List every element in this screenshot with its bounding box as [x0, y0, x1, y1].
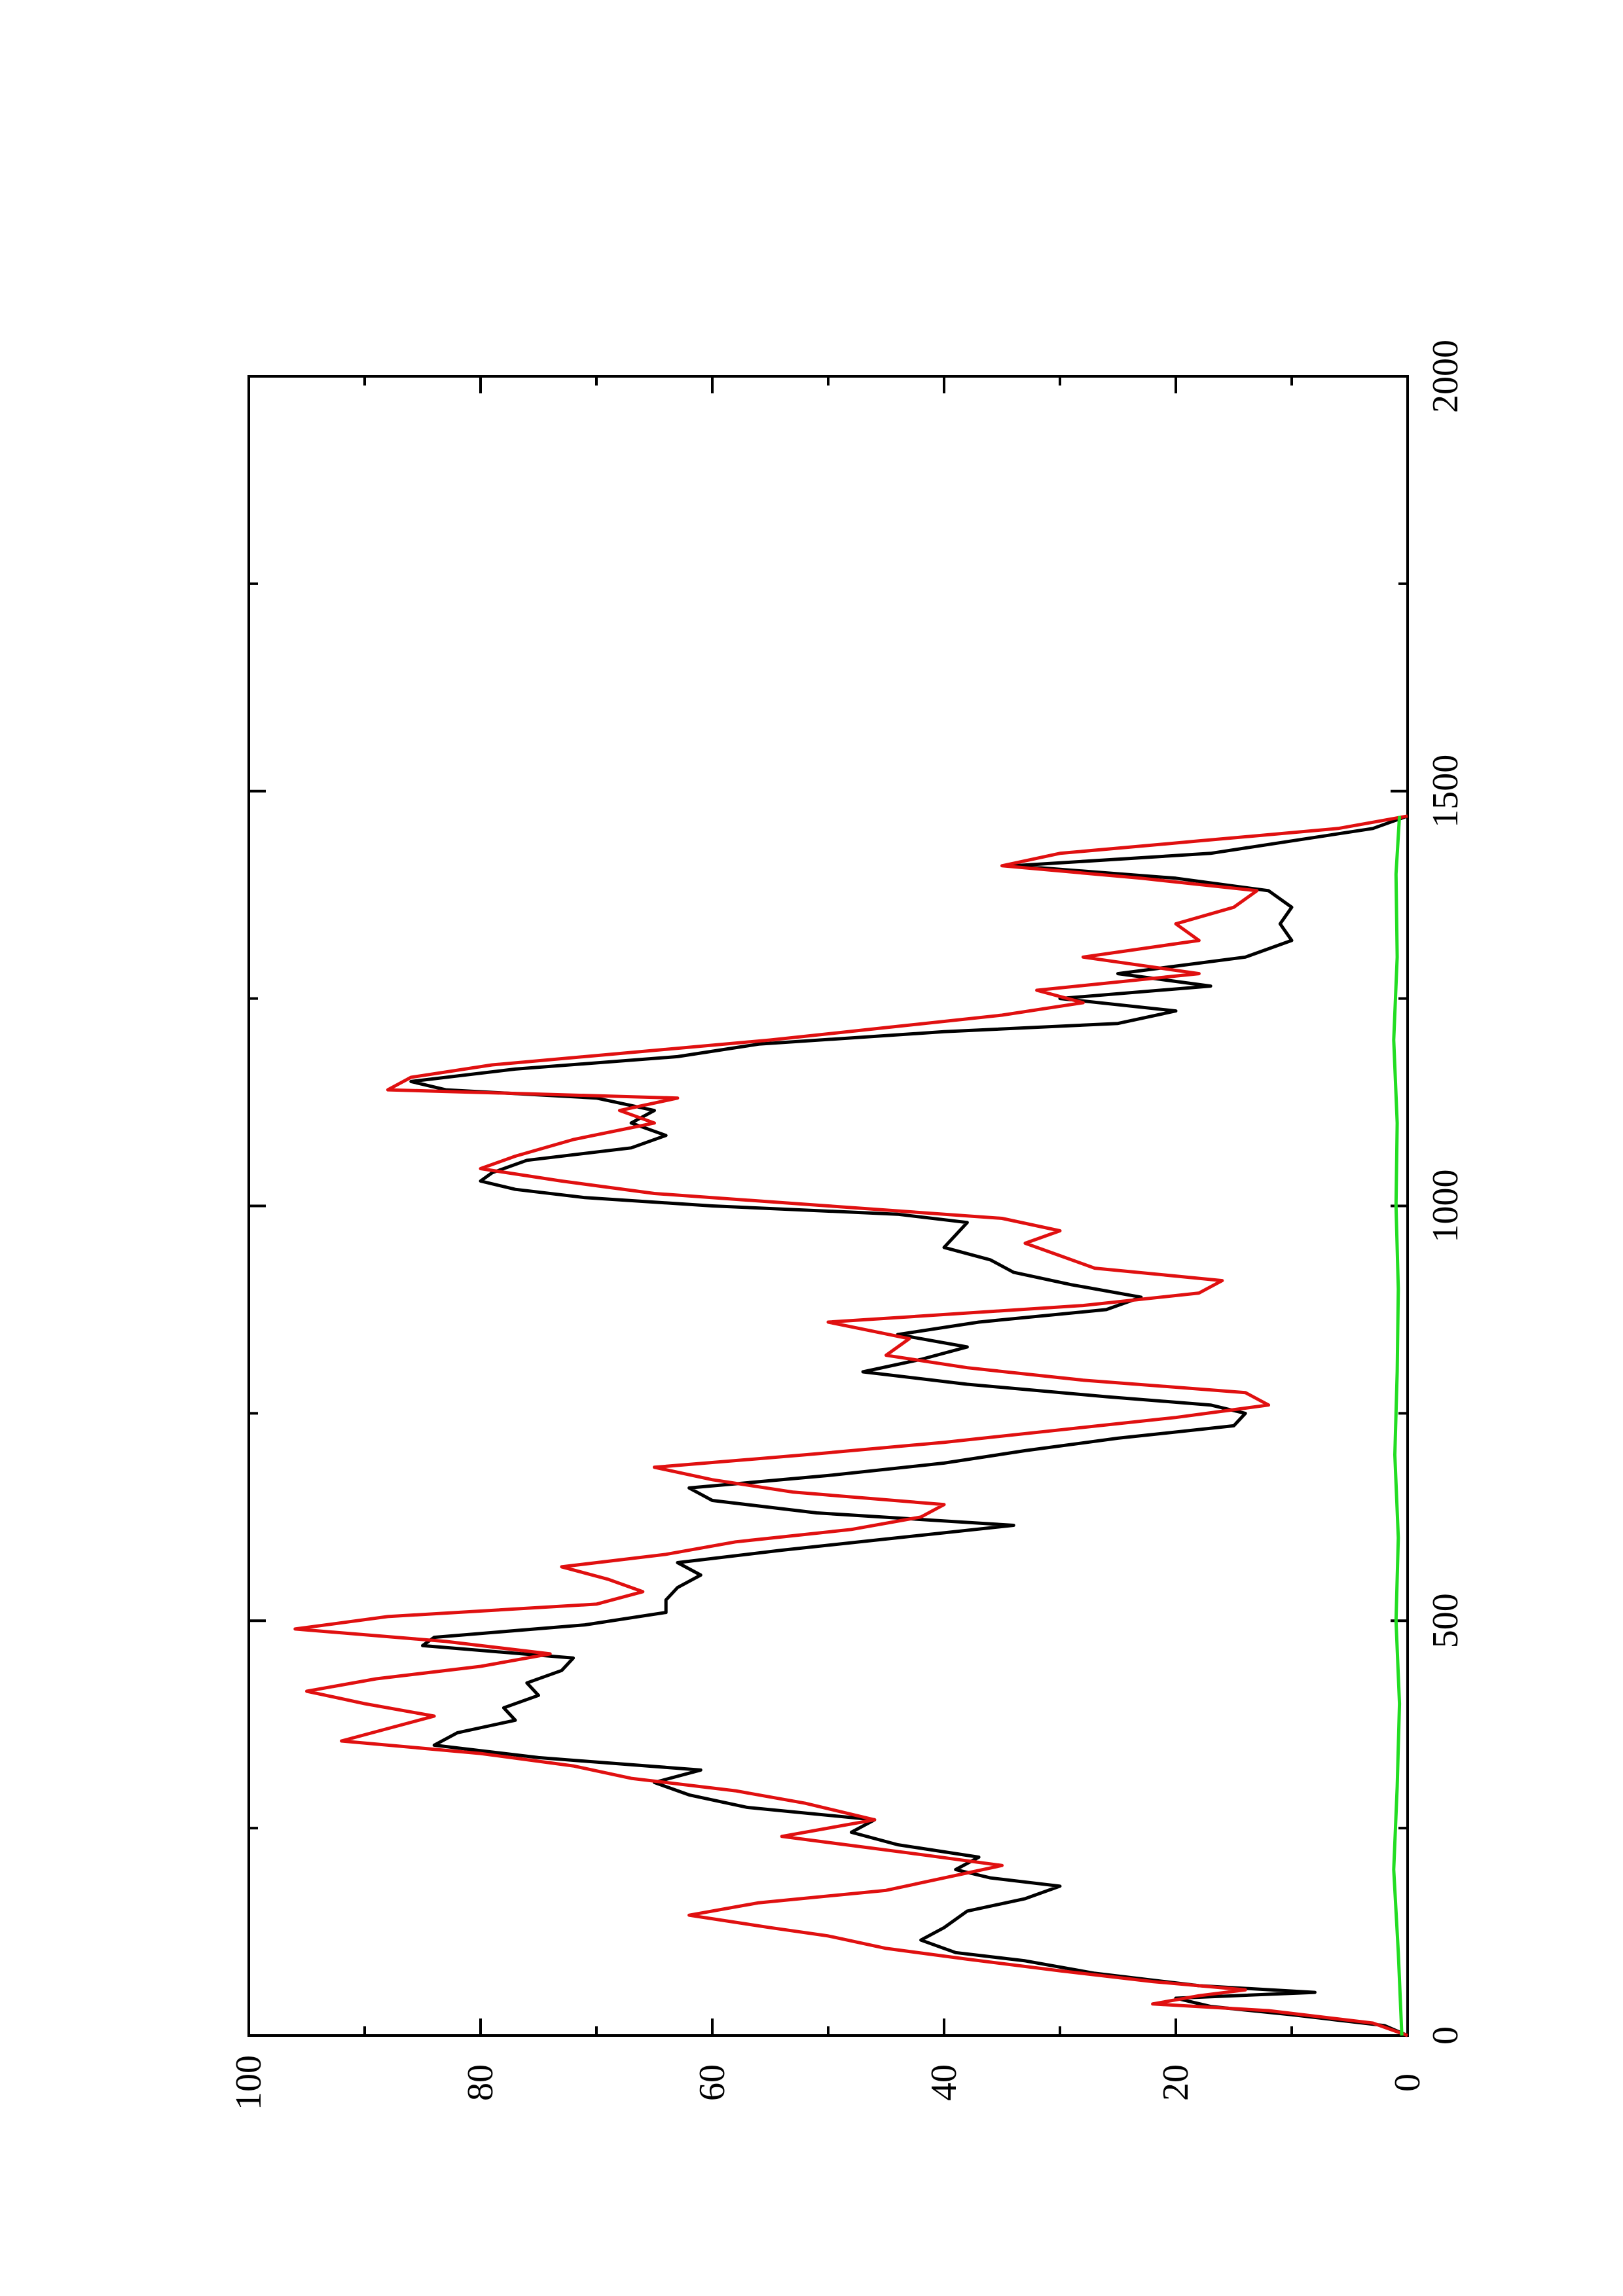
series-line-3 [1392, 816, 1404, 2036]
series-line-1 [409, 814, 1408, 2037]
y-tick-label: 60 [692, 2064, 733, 2101]
x-tick-label: 2000 [1425, 340, 1466, 413]
axis-ticks [247, 375, 1409, 2037]
y-tick-label: 100 [228, 2055, 269, 2110]
tick-labels: 0 500 1000 1500 2000 0 20 40 60 80 100 [228, 340, 1466, 2110]
x-tick-label: 0 [1425, 2026, 1466, 2045]
y-tick-label: 40 [924, 2064, 964, 2101]
y-tick-label: 80 [460, 2064, 501, 2101]
y-tick-label: 0 [1387, 2073, 1428, 2092]
series-line-2 [293, 814, 1408, 2037]
x-tick-label: 1000 [1425, 1170, 1466, 1243]
series-layer [293, 814, 1408, 2037]
y-tick-label: 20 [1156, 2064, 1196, 2101]
x-tick-label: 1500 [1425, 755, 1466, 828]
x-tick-label: 500 [1425, 1593, 1466, 1648]
